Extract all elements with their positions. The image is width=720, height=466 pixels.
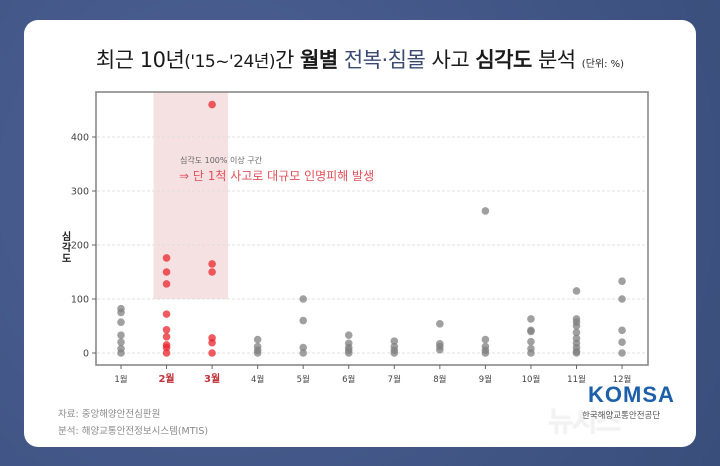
- annotation-large: ⇒ 단 1척 사고로 대규모 인명피해 발생: [179, 169, 374, 183]
- scatter-plot: 0 100 200 300 400 1월 2월 3월 4월 5월 6월 7월 8월 9월 10월 11월 12…: [62, 91, 649, 385]
- data-point: [344, 349, 353, 357]
- x-tick-label: 9월: [479, 374, 492, 385]
- title-text: 분석: [531, 48, 582, 72]
- komsa-logo-subtitle: 한국해양교통안전공단: [582, 411, 661, 421]
- data-point: [572, 328, 581, 337]
- data-point: [618, 338, 626, 347]
- x-tick-label: 4월: [251, 374, 264, 385]
- grid-lines: [97, 136, 647, 354]
- data-point: [162, 268, 171, 276]
- title-severity: 심각도: [475, 48, 532, 72]
- data-point: [481, 207, 490, 215]
- data-point: [344, 331, 353, 339]
- title-text: 간: [275, 48, 301, 72]
- data-point: [208, 349, 216, 357]
- newsis-watermark: 뉴시스: [548, 405, 621, 438]
- x-axis: 1월 2월 3월 4월 5월 6월 7월 8월 9월 10월 11월 12월: [114, 365, 631, 385]
- data-point: [481, 335, 490, 344]
- data-point: [299, 316, 308, 325]
- data-point: [299, 343, 308, 352]
- title-period: ('15~'24년): [184, 52, 276, 72]
- data-point: [436, 345, 444, 354]
- data-point: [390, 349, 399, 357]
- data-point: [618, 277, 626, 285]
- highlight-band-rect: [153, 92, 229, 299]
- title-capsize-sinking: 전복·침몰: [337, 48, 426, 72]
- data-points: [117, 100, 626, 357]
- title-text: 최근 10년: [95, 48, 185, 72]
- data-point: [299, 349, 308, 357]
- title-text: 사고: [425, 48, 476, 72]
- data-point: [162, 349, 171, 357]
- data-point: [208, 338, 216, 347]
- source-label: 자료: 중앙해양안전심판원: [58, 409, 161, 420]
- data-point: [162, 333, 171, 341]
- data-point: [208, 268, 216, 276]
- data-point: [253, 349, 262, 357]
- data-point: [117, 318, 125, 327]
- x-tick-label: 8월: [433, 374, 446, 385]
- data-point: [527, 327, 535, 336]
- data-point: [162, 254, 171, 262]
- data-point: [117, 349, 125, 357]
- y-tick-label: 100: [71, 295, 89, 306]
- x-tick-label: 6월: [342, 374, 355, 385]
- chart-card: 최근 10년('15~'24년)간 월별 전복·침몰 사고 심각도 분석 (단위…: [24, 20, 696, 447]
- x-tick-label: 3월: [204, 373, 220, 385]
- x-tick-label: 7월: [388, 374, 401, 385]
- y-tick-label: 300: [71, 187, 89, 198]
- data-point: [481, 349, 490, 357]
- y-axis: 0 100 200 300 400: [71, 133, 96, 360]
- data-point: [208, 260, 216, 268]
- data-point: [299, 295, 308, 303]
- x-tick-label: 12월: [613, 374, 632, 385]
- data-point: [162, 310, 171, 318]
- annotation-small: 심각도 100% 이상 구간: [180, 155, 263, 165]
- data-point: [208, 100, 216, 109]
- chart-title: 최근 10년('15~'24년)간 월별 전복·침몰 사고 심각도 분석 (단위…: [24, 44, 696, 74]
- data-point: [572, 287, 581, 295]
- data-point: [117, 331, 125, 339]
- data-point: [618, 295, 626, 303]
- title-unit: (단위: %): [581, 59, 625, 70]
- x-tick-label: 11월: [567, 374, 586, 385]
- data-point: [390, 337, 399, 345]
- title-monthly: 월별: [300, 48, 338, 72]
- data-point: [618, 349, 626, 357]
- x-tick-label: 10월: [522, 374, 541, 385]
- data-point: [436, 320, 444, 328]
- data-point: [162, 280, 171, 288]
- x-tick-label: 5월: [297, 374, 310, 385]
- data-point: [162, 325, 171, 334]
- analysis-label: 분석: 해양교통안전정보시스템(MTIS): [58, 426, 209, 437]
- data-point: [527, 349, 535, 357]
- data-point: [572, 349, 581, 357]
- plot-border: [95, 91, 649, 366]
- x-tick-label: 1월: [114, 374, 127, 385]
- data-point: [162, 343, 171, 352]
- data-point: [117, 308, 125, 317]
- data-point: [527, 337, 535, 346]
- data-point: [527, 315, 535, 323]
- y-tick-label: 0: [83, 349, 89, 360]
- data-point: [253, 335, 262, 344]
- komsa-logo-text: KOMSA: [588, 382, 675, 407]
- highlight-band: [153, 92, 229, 299]
- komsa-logo: KOMSA 한국해양교통안전공단: [578, 380, 688, 430]
- x-tick-label: 2월: [158, 373, 174, 385]
- data-point: [572, 322, 581, 330]
- data-point: [117, 338, 125, 347]
- y-tick-label: 200: [71, 241, 89, 252]
- y-tick-label: 400: [71, 133, 89, 144]
- data-point: [618, 326, 626, 335]
